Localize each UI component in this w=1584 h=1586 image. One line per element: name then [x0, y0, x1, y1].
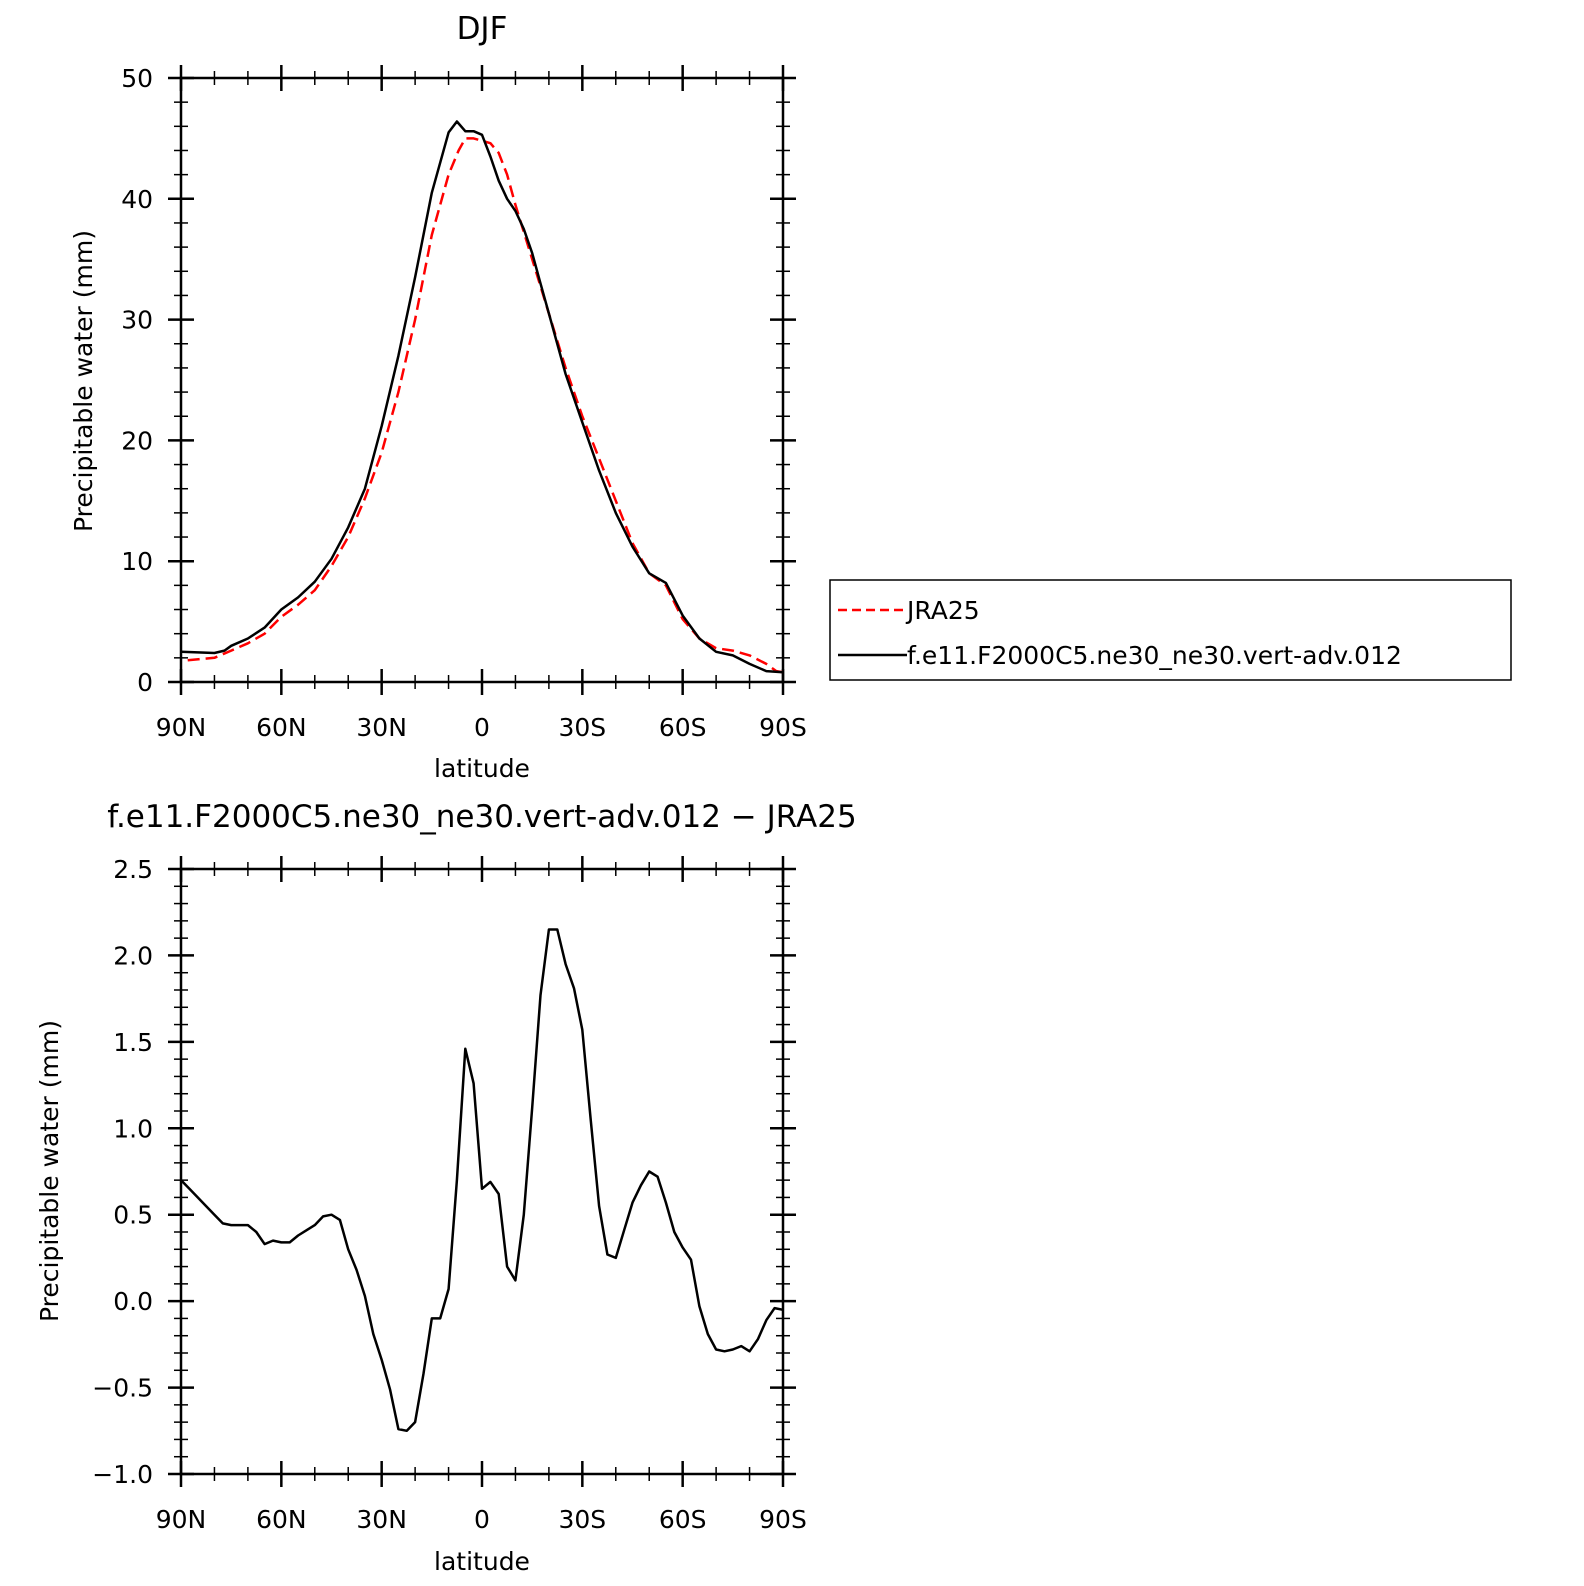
legend-label-model: f.e11.F2000C5.ne30_ne30.vert-adv.012	[907, 641, 1402, 670]
top-y-tick-labels: 0 10 20 30 40 50	[121, 64, 153, 697]
top-y-tick-label: 30	[121, 306, 153, 335]
legend-label-jra25: JRA25	[905, 596, 980, 625]
bottom-y-tick-label: 2.5	[113, 855, 153, 884]
top-series-line-2	[180, 120, 784, 674]
top-panel: DJF 0 10 20 30 40 50 90N 60N 30N 0 30S 60S 90S lati…	[69, 11, 807, 783]
legend: JRA25 f.e11.F2000C5.ne30_ne30.vert-adv.0…	[829, 579, 1512, 681]
bottom-x-tick-label: 30S	[558, 1505, 606, 1534]
bottom-y-tick-label: 1.0	[113, 1114, 153, 1143]
top-x-tick-label: 90N	[156, 713, 207, 742]
bottom-series-line-1	[180, 928, 784, 1433]
bottom-y-tick-label: 0.5	[113, 1201, 153, 1230]
top-y-tick-label: 10	[121, 547, 153, 576]
top-y-tick-label: 40	[121, 185, 153, 214]
top-series-line-1	[187, 137, 784, 674]
legend-box	[829, 579, 1512, 681]
top-series-group	[180, 120, 784, 674]
bottom-y-tick-label: 2.0	[113, 941, 153, 970]
top-x-tick-label: 60S	[659, 713, 707, 742]
bottom-x-tick-label: 90N	[156, 1505, 207, 1534]
top-x-tick-label: 0	[474, 713, 490, 742]
bottom-series-group	[180, 928, 784, 1433]
top-x-tick-label: 90S	[759, 713, 807, 742]
bottom-y-tick-label: 1.5	[113, 1028, 153, 1057]
top-plot-frame	[179, 76, 785, 684]
top-x-tick-label: 60N	[256, 713, 307, 742]
bottom-y-axis-label: Precipitable water (mm)	[35, 1020, 64, 1322]
bottom-x-tick-labels: 90N 60N 30N 0 30S 60S 90S	[156, 1505, 807, 1534]
bottom-y-tick-label: −1.0	[92, 1460, 153, 1489]
top-axis-ticks	[168, 65, 796, 695]
top-x-axis-label: latitude	[434, 754, 530, 783]
top-chart-title: DJF	[457, 11, 508, 47]
bottom-x-tick-label: 0	[474, 1505, 490, 1534]
bottom-y-tick-label: −0.5	[92, 1374, 153, 1403]
bottom-chart-title: f.e11.F2000C5.ne30_ne30.vert-adv.012 − J…	[107, 799, 856, 835]
bottom-plot-frame	[179, 867, 785, 1476]
top-x-tick-labels: 90N 60N 30N 0 30S 60S 90S	[156, 713, 807, 742]
bottom-x-tick-label: 30N	[356, 1505, 407, 1534]
bottom-x-tick-label: 60S	[659, 1505, 707, 1534]
top-x-tick-label: 30S	[558, 713, 606, 742]
top-y-tick-label: 50	[121, 64, 153, 93]
bottom-panel: f.e11.F2000C5.ne30_ne30.vert-adv.012 − J…	[35, 799, 857, 1576]
bottom-x-tick-label: 60N	[256, 1505, 307, 1534]
top-x-tick-label: 30N	[356, 713, 407, 742]
bottom-axis-ticks	[168, 856, 796, 1487]
bottom-x-tick-label: 90S	[759, 1505, 807, 1534]
bottom-x-axis-label: latitude	[434, 1547, 530, 1576]
bottom-y-tick-label: 0.0	[113, 1287, 153, 1316]
top-y-axis-label: Precipitable water (mm)	[69, 230, 98, 532]
bottom-y-tick-labels: −1.0 −0.5 0.0 0.5 1.0 1.5 2.0 2.5	[92, 855, 153, 1489]
top-y-tick-label: 0	[137, 668, 153, 697]
top-y-tick-label: 20	[121, 426, 153, 455]
